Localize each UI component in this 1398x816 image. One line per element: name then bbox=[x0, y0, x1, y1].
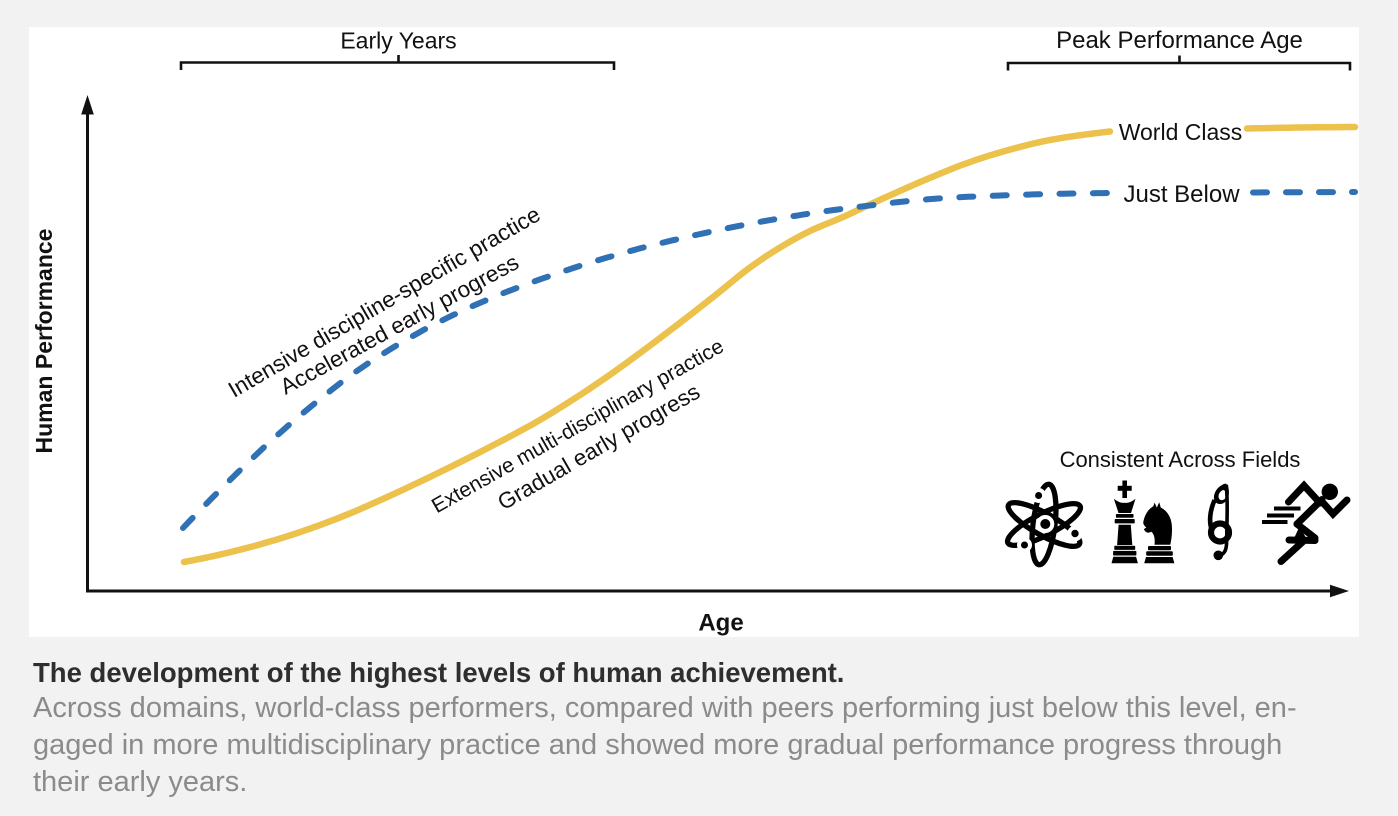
svg-text:World Class: World Class bbox=[1119, 119, 1243, 145]
svg-text:Human Performance: Human Performance bbox=[31, 229, 57, 454]
svg-text:Consistent Across Fields: Consistent Across Fields bbox=[1060, 447, 1301, 472]
svg-text:Age: Age bbox=[698, 610, 743, 637]
svg-text:Early Years: Early Years bbox=[340, 28, 456, 54]
svg-text:Just Below: Just Below bbox=[1123, 181, 1240, 208]
svg-text:Peak Performance Age: Peak Performance Age bbox=[1056, 27, 1303, 54]
